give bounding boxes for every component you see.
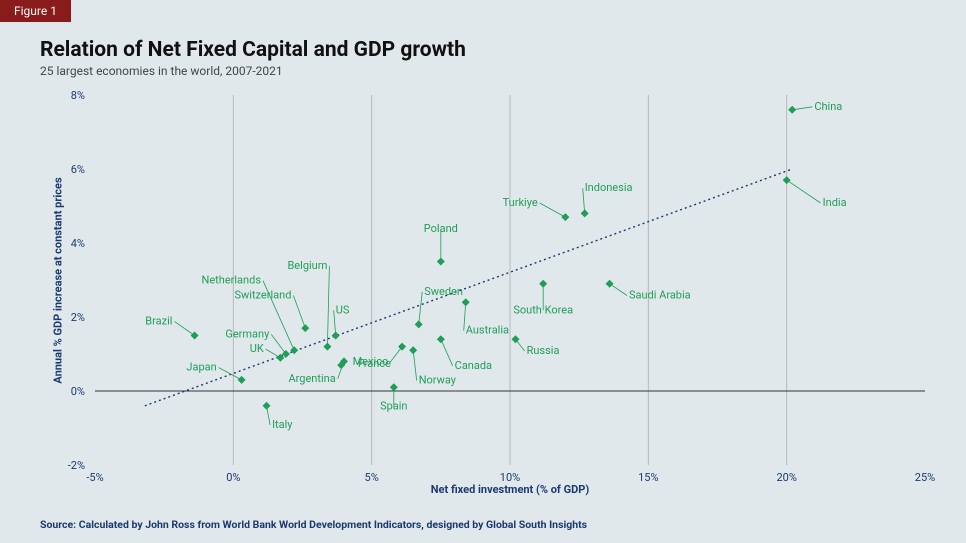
title-block: Relation of Net Fixed Capital and GDP gr…: [40, 38, 466, 78]
y-axis-label: Annual % GDP increase at constant prices: [52, 177, 65, 383]
y-axis-label-wrap: Annual % GDP increase at constant prices: [48, 95, 68, 465]
point-label: Poland: [424, 222, 458, 235]
y-tick-label: 2%: [71, 311, 85, 324]
point-label: US: [336, 303, 350, 316]
data-point: [788, 106, 796, 114]
leader-line: [792, 107, 812, 110]
point-label: Norway: [419, 374, 457, 387]
chart-title: Relation of Net Fixed Capital and GDP gr…: [40, 38, 466, 62]
point-label: Sweden: [424, 285, 463, 298]
chart-svg: -5%0%5%10%15%20%25%-2%0%2%4%6%8%ChinaInd…: [95, 95, 925, 465]
point-label: Japan: [186, 361, 216, 374]
leader-line: [267, 406, 271, 425]
scatter-plot: -5%0%5%10%15%20%25%-2%0%2%4%6%8%ChinaInd…: [95, 95, 925, 465]
leader-line: [413, 350, 417, 380]
leader-line: [516, 339, 525, 351]
data-point: [191, 332, 199, 340]
point-label: Brazil: [145, 314, 172, 327]
y-tick-label: -2%: [68, 459, 85, 472]
leader-line: [419, 292, 423, 325]
y-tick-label: 0%: [71, 385, 85, 398]
y-tick-label: 8%: [71, 89, 85, 102]
point-label: Italy: [272, 418, 293, 431]
point-label: Belgium: [287, 259, 327, 272]
leader-line: [327, 266, 329, 347]
leader-line: [174, 321, 194, 335]
point-label: UK: [250, 342, 264, 355]
data-point: [263, 402, 271, 410]
point-label: India: [823, 196, 847, 209]
source-caption: Source: Calculated by John Ross from Wor…: [40, 518, 587, 531]
point-label: Australia: [466, 324, 509, 337]
point-label: Netherlands: [201, 274, 261, 287]
leader-line: [787, 180, 821, 203]
leader-line: [219, 368, 242, 380]
data-point: [561, 213, 569, 221]
point-label: Switzerland: [234, 289, 291, 302]
point-label: Indonesia: [585, 181, 633, 194]
leader-line: [271, 334, 286, 354]
leader-line: [540, 203, 566, 217]
chart-subtitle: 25 largest economies in the world, 2007-…: [40, 64, 466, 78]
figure-tag: Figure 1: [0, 0, 71, 22]
leader-line: [441, 339, 453, 366]
point-label: Saudi Arabia: [629, 289, 691, 302]
point-label: China: [814, 100, 842, 113]
point-label: France: [358, 357, 391, 370]
leader-line: [390, 347, 402, 363]
point-label: Spain: [380, 400, 407, 413]
y-tick-label: 6%: [71, 163, 85, 176]
point-label: Canada: [455, 359, 492, 372]
point-label: Germany: [225, 327, 270, 340]
leader-line: [610, 284, 627, 296]
leader-line: [266, 349, 281, 358]
point-label: Russia: [527, 344, 560, 357]
point-label: Turkiye: [503, 196, 538, 209]
leader-line: [293, 296, 305, 329]
point-label: South Korea: [513, 303, 573, 316]
x-axis-label: Net fixed investment (% of GDP): [95, 483, 925, 496]
point-label: Argentina: [288, 372, 335, 385]
y-tick-label: 4%: [71, 237, 85, 250]
